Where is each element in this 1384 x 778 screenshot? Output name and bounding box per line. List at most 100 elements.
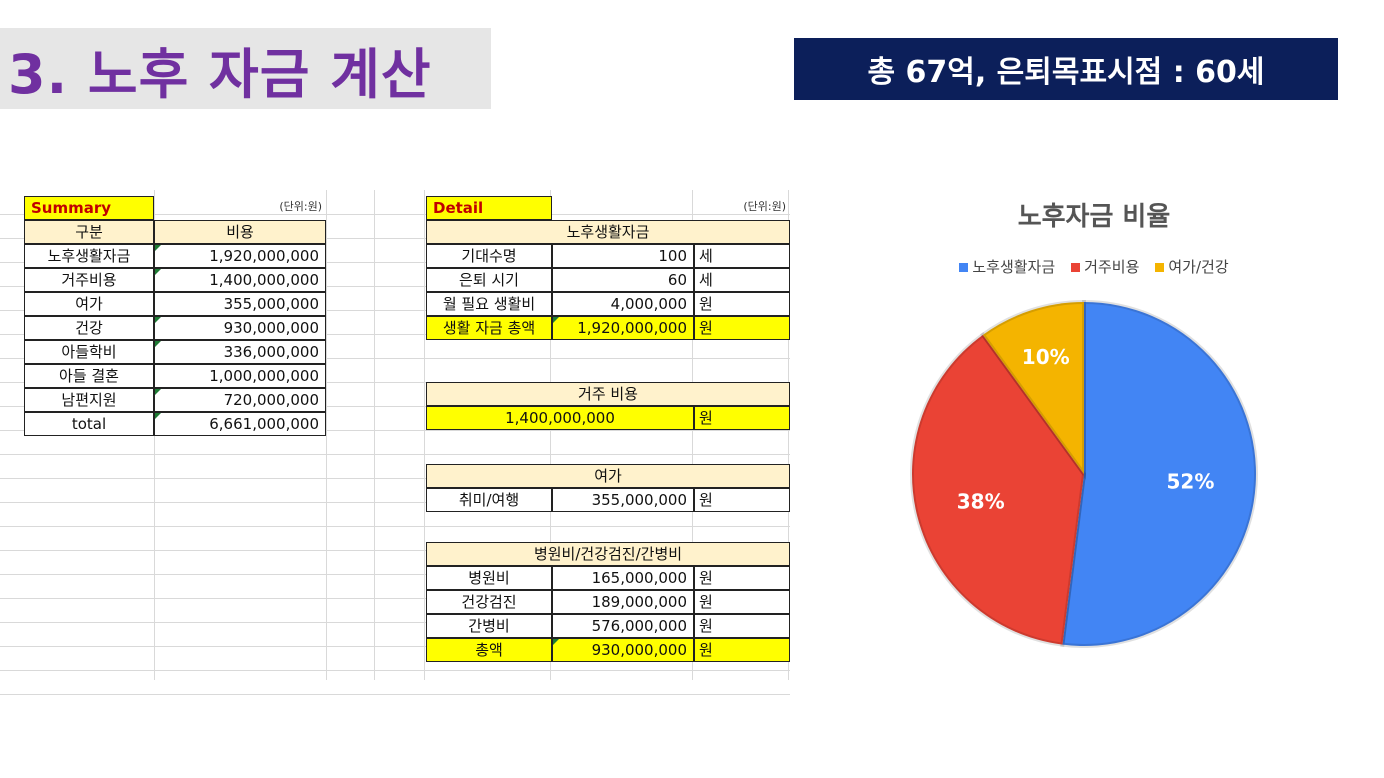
gridline-vertical <box>550 190 551 680</box>
health-row-value: 576,000,000 <box>552 614 694 638</box>
gridline <box>0 694 790 695</box>
gridline <box>0 358 790 359</box>
health-row-unit: 원 <box>694 566 790 590</box>
gridline <box>0 286 790 287</box>
living-row-value: 1,920,000,000 <box>552 316 694 340</box>
leisure-header: 여가 <box>426 464 790 488</box>
legend-label: 여가/건강 <box>1168 258 1229 276</box>
summary-row-value: 1,000,000,000 <box>154 364 326 388</box>
health-row-label: 병원비 <box>426 566 552 590</box>
gridline <box>0 262 790 263</box>
legend-swatch <box>1071 263 1081 272</box>
pie-data-label: 52% <box>1166 470 1214 494</box>
legend-swatch <box>1155 263 1165 272</box>
summary-row-value: 1,920,000,000 <box>154 244 326 268</box>
summary-row-label: 여가 <box>24 292 154 316</box>
cell-flag-icon <box>155 389 161 395</box>
gridline <box>0 502 790 503</box>
housing-header: 거주 비용 <box>426 382 790 406</box>
pie-svg: 52% 38% 10% <box>910 299 1258 648</box>
cell-flag-icon <box>155 341 161 347</box>
leisure-unit: 원 <box>694 488 790 512</box>
cell-flag-icon <box>155 317 161 323</box>
cell-flag-icon <box>553 639 559 645</box>
pie-chart: 노후자금 비율 노후생활자금 거주비용 여가/건강 52% 38% 10% <box>830 182 1358 648</box>
gridline <box>0 670 790 671</box>
health-row-label: 건강검진 <box>426 590 552 614</box>
health-row-value: 189,000,000 <box>552 590 694 614</box>
gridline <box>0 574 790 575</box>
living-row-unit: 원 <box>694 292 790 316</box>
summary-row-value: 355,000,000 <box>154 292 326 316</box>
gridline <box>0 478 790 479</box>
health-row-label: 총액 <box>426 638 552 662</box>
health-row-label: 간병비 <box>426 614 552 638</box>
living-row-unit: 세 <box>694 268 790 292</box>
detail-unit: (단위:원) <box>743 200 786 213</box>
summary-row-value: 1,400,000,000 <box>154 268 326 292</box>
gridline <box>0 238 790 239</box>
gridline <box>0 646 790 647</box>
legend-item: 노후생활자금 <box>959 256 1055 277</box>
cell-flag-icon <box>155 245 161 251</box>
summary-row-label: 건강 <box>24 316 154 340</box>
housing-unit: 원 <box>694 406 790 430</box>
gridline-vertical <box>692 190 693 680</box>
pie-slice <box>980 299 1086 481</box>
gridline <box>0 310 790 311</box>
gridline-vertical <box>326 190 327 680</box>
pie-slice <box>910 332 1087 647</box>
health-header: 병원비/건강검진/간병비 <box>426 542 790 566</box>
summary-row-label: 아들 결혼 <box>24 364 154 388</box>
gridline <box>0 334 790 335</box>
summary-row-value: 930,000,000 <box>154 316 326 340</box>
summary-col-category: 구분 <box>24 220 154 244</box>
leisure-label: 취미/여행 <box>426 488 552 512</box>
cell-flag-icon <box>553 317 559 323</box>
health-row-value: 930,000,000 <box>552 638 694 662</box>
gridline <box>0 214 790 215</box>
pie-data-label: 38% <box>957 490 1005 514</box>
chart-title: 노후자금 비율 <box>1017 202 1171 232</box>
living-row-value: 100 <box>552 244 694 268</box>
gridline-vertical <box>424 190 425 680</box>
summary-col-cost: 비용 <box>154 220 326 244</box>
page-title: 3. 노후 자금 계산 <box>8 43 432 106</box>
housing-value: 1,400,000,000 <box>426 406 694 430</box>
summary-row-label: 거주비용 <box>24 268 154 292</box>
living-header: 노후생활자금 <box>426 220 790 244</box>
summary-row-label: 노후생활자금 <box>24 244 154 268</box>
legend-swatch <box>959 263 969 272</box>
living-row-value: 4,000,000 <box>552 292 694 316</box>
living-row-unit: 세 <box>694 244 790 268</box>
gridline-vertical <box>788 190 789 680</box>
gridline <box>0 406 790 407</box>
gridline <box>0 598 790 599</box>
summary-tag: Summary <box>24 196 154 220</box>
gridline-vertical <box>374 190 375 680</box>
gridline <box>0 382 790 383</box>
chart-legend: 노후생활자금 거주비용 여가/건강 <box>830 256 1358 277</box>
living-row-label: 월 필요 생활비 <box>426 292 552 316</box>
gridline <box>0 454 790 455</box>
gridline <box>0 622 790 623</box>
gridline <box>0 526 790 527</box>
health-row-unit: 원 <box>694 638 790 662</box>
gridline <box>0 550 790 551</box>
leisure-value: 355,000,000 <box>552 488 694 512</box>
summary-row-label: 남편지원 <box>24 388 154 412</box>
title-background <box>0 28 491 109</box>
pie-slice <box>1060 299 1258 648</box>
detail-tag: Detail <box>426 196 552 220</box>
summary-banner: 총 67억, 은퇴목표시점 : 60세 <box>794 38 1338 100</box>
gridline <box>0 430 790 431</box>
health-row-unit: 원 <box>694 614 790 638</box>
cell-flag-icon <box>155 269 161 275</box>
pie-data-label: 10% <box>1022 345 1070 369</box>
summary-row-value: 336,000,000 <box>154 340 326 364</box>
legend-label: 노후생활자금 <box>972 258 1056 276</box>
health-row-unit: 원 <box>694 590 790 614</box>
legend-item: 여가/건강 <box>1155 256 1229 277</box>
living-row-value: 60 <box>552 268 694 292</box>
summary-row-value: 6,661,000,000 <box>154 412 326 436</box>
